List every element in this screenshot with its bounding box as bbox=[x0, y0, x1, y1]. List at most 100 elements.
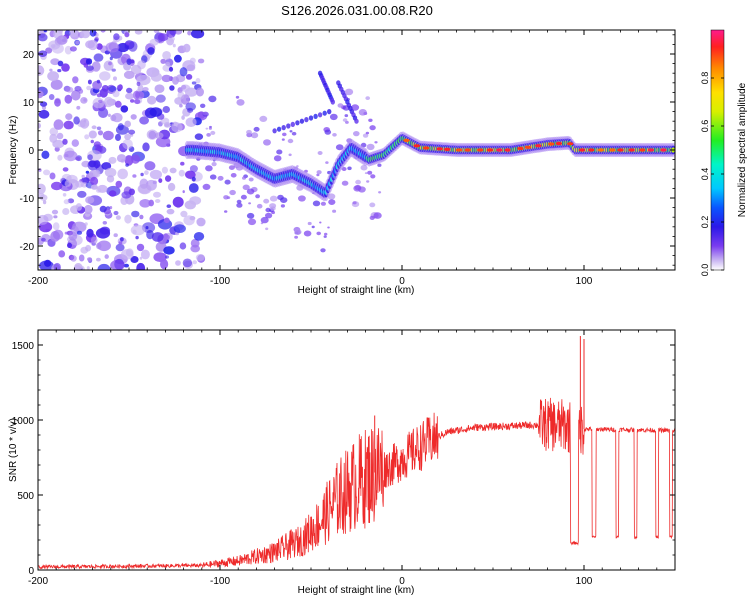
scatter-blob bbox=[253, 126, 260, 132]
noise-blob bbox=[187, 30, 192, 36]
noise-blob bbox=[110, 259, 125, 270]
noise-blob bbox=[52, 229, 64, 240]
scatter-blob bbox=[374, 141, 378, 144]
noise-blob bbox=[96, 93, 102, 98]
noise-blob bbox=[62, 208, 70, 215]
noise-blob bbox=[65, 86, 74, 93]
noise-blob bbox=[53, 119, 64, 130]
scatter-blob bbox=[352, 201, 357, 205]
noise-blob bbox=[194, 133, 204, 140]
scatter-blob bbox=[373, 212, 382, 219]
snr-xlabel: Height of straight line (km) bbox=[298, 585, 415, 596]
scatter-blob bbox=[230, 173, 237, 178]
scatter-blob bbox=[235, 95, 240, 99]
noise-blob bbox=[106, 175, 115, 183]
branch-blob bbox=[322, 110, 327, 116]
ridge-peak bbox=[555, 141, 563, 146]
noise-blob bbox=[49, 68, 53, 72]
noise-blob bbox=[173, 224, 186, 234]
noise-blob bbox=[191, 176, 196, 182]
noise-blob bbox=[142, 142, 150, 152]
noise-blob bbox=[123, 70, 135, 79]
noise-blob bbox=[47, 71, 59, 82]
noise-blob bbox=[130, 256, 139, 263]
noise-blob bbox=[58, 250, 66, 258]
scatter-blob bbox=[250, 132, 259, 139]
noise-blob bbox=[45, 47, 53, 54]
branch-blob bbox=[290, 121, 295, 127]
noise-blob bbox=[109, 206, 113, 210]
scatter-blob bbox=[256, 203, 263, 209]
snr-marks bbox=[38, 336, 675, 570]
noise-blob bbox=[109, 56, 113, 61]
noise-blob bbox=[147, 47, 155, 55]
noise-blob bbox=[108, 61, 112, 66]
scatter-blob bbox=[229, 189, 236, 196]
scatter-blob bbox=[369, 202, 376, 208]
scatter-blob bbox=[236, 202, 243, 208]
scatter-blob bbox=[353, 185, 362, 192]
noise-blob bbox=[87, 257, 92, 262]
noise-blob bbox=[80, 97, 88, 104]
noise-blob bbox=[38, 109, 50, 119]
noise-blob bbox=[41, 150, 50, 159]
noise-blob bbox=[38, 122, 41, 129]
noise-blob bbox=[168, 66, 174, 72]
noise-blob bbox=[98, 107, 109, 118]
colorbar-label: Normalized spectral amplitude bbox=[737, 82, 748, 217]
noise-blob bbox=[130, 114, 137, 120]
noise-blob bbox=[135, 235, 139, 240]
spectrogram-ytick-label: -10 bbox=[20, 194, 35, 205]
noise-blob bbox=[130, 99, 135, 103]
scatter-blob bbox=[265, 212, 273, 219]
scatter-blob bbox=[316, 170, 322, 175]
ridge-peak bbox=[660, 148, 667, 152]
noise-blob bbox=[165, 175, 172, 182]
scatter-blob bbox=[323, 235, 327, 238]
noise-blob bbox=[195, 77, 201, 84]
noise-blob bbox=[130, 59, 135, 64]
noise-blob bbox=[102, 130, 114, 141]
noise-blob bbox=[84, 122, 90, 127]
scatter-blob bbox=[259, 115, 268, 122]
noise-blob bbox=[90, 236, 98, 244]
noise-blob bbox=[186, 64, 196, 72]
scatter-blob bbox=[269, 195, 278, 202]
noise-blob bbox=[99, 226, 111, 235]
noise-blob bbox=[144, 170, 149, 176]
noise-blob bbox=[114, 100, 122, 108]
noise-blob bbox=[182, 43, 191, 53]
scatter-blob bbox=[332, 133, 337, 137]
noise-blob bbox=[84, 134, 90, 140]
noise-blob bbox=[87, 79, 92, 85]
noise-blob bbox=[58, 30, 63, 34]
branch-blob bbox=[354, 118, 359, 124]
scatter-blob bbox=[248, 177, 254, 182]
scatter-blob bbox=[319, 221, 322, 224]
colorbar-ticks: 0.0 0.2 0.4 0.6 0.8 bbox=[700, 72, 724, 276]
noise-blob bbox=[115, 215, 121, 220]
snr-xtick-label: -200 bbox=[28, 576, 48, 587]
scatter-blob bbox=[365, 131, 370, 135]
noise-blob bbox=[42, 200, 47, 205]
noise-blob bbox=[53, 262, 61, 270]
noise-blob bbox=[155, 94, 166, 103]
ridge-peak bbox=[455, 148, 463, 152]
noise-blob bbox=[125, 42, 130, 46]
noise-blob bbox=[87, 159, 99, 171]
noise-blob bbox=[44, 259, 52, 267]
noise-blob bbox=[67, 242, 72, 248]
noise-blob bbox=[147, 95, 157, 105]
colorbar-tick-label: 0.8 bbox=[700, 72, 710, 85]
noise-blob bbox=[148, 130, 157, 140]
noise-blob bbox=[131, 210, 140, 218]
noise-blob bbox=[126, 58, 132, 65]
branch-blob bbox=[330, 99, 335, 105]
spectrogram-xtick-label: -200 bbox=[28, 276, 48, 287]
scatter-blob bbox=[208, 127, 212, 130]
noise-blob bbox=[113, 76, 117, 81]
scatter-blob bbox=[247, 218, 257, 226]
scatter-blob bbox=[282, 132, 287, 137]
scatter-blob bbox=[291, 131, 297, 136]
